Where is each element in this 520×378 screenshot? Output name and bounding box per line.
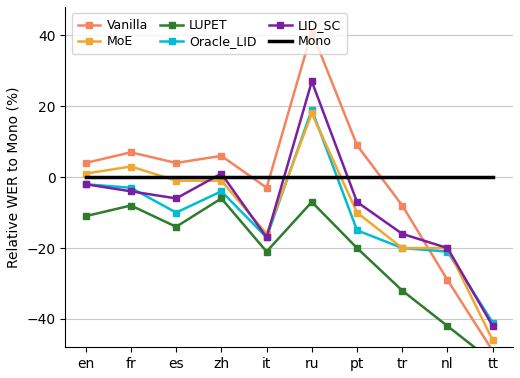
Oracle_LID <box>354 228 360 232</box>
LID_SC <box>354 200 360 204</box>
Vanilla <box>445 278 451 282</box>
MoE <box>399 246 406 250</box>
MoE <box>490 338 496 342</box>
MoE <box>83 171 89 176</box>
LUPET <box>264 249 270 254</box>
MoE <box>128 164 134 169</box>
MoE <box>264 232 270 236</box>
Oracle_LID <box>128 186 134 190</box>
LID_SC <box>173 196 179 201</box>
Legend: Vanilla, MoE, LUPET, Oracle_LID, LID_SC, Mono: Vanilla, MoE, LUPET, Oracle_LID, LID_SC,… <box>72 13 347 54</box>
LUPET <box>128 203 134 208</box>
Oracle_LID <box>83 182 89 186</box>
MoE <box>218 178 225 183</box>
LUPET <box>445 324 451 328</box>
LUPET <box>309 200 315 204</box>
Oracle_LID <box>445 249 451 254</box>
Mono <box>354 175 360 180</box>
Vanilla <box>490 349 496 353</box>
MoE <box>445 246 451 250</box>
Vanilla <box>264 186 270 190</box>
LUPET <box>490 359 496 364</box>
Mono <box>173 175 179 180</box>
LUPET <box>354 246 360 250</box>
Line: Vanilla: Vanilla <box>82 28 496 354</box>
Mono <box>399 175 406 180</box>
Line: MoE: MoE <box>82 110 496 344</box>
Line: LUPET: LUPET <box>82 195 496 365</box>
Y-axis label: Relative WER to Mono (%): Relative WER to Mono (%) <box>7 87 21 268</box>
Vanilla <box>83 161 89 165</box>
Oracle_LID <box>490 320 496 325</box>
LUPET <box>173 225 179 229</box>
LID_SC <box>264 235 270 240</box>
Mono <box>128 175 134 180</box>
LID_SC <box>83 182 89 186</box>
Oracle_LID <box>218 189 225 194</box>
Line: Oracle_LID: Oracle_LID <box>82 106 496 326</box>
LUPET <box>83 214 89 218</box>
Oracle_LID <box>173 210 179 215</box>
LID_SC <box>128 189 134 194</box>
Mono <box>490 175 496 180</box>
Vanilla <box>354 143 360 147</box>
LUPET <box>218 196 225 201</box>
Mono <box>445 175 451 180</box>
Vanilla <box>128 150 134 155</box>
Vanilla <box>218 153 225 158</box>
LID_SC <box>309 79 315 84</box>
LUPET <box>399 288 406 293</box>
Oracle_LID <box>264 235 270 240</box>
MoE <box>354 210 360 215</box>
Mono <box>264 175 270 180</box>
LID_SC <box>490 324 496 328</box>
Vanilla <box>173 161 179 165</box>
Oracle_LID <box>309 107 315 112</box>
Vanilla <box>309 29 315 34</box>
Mono <box>309 175 315 180</box>
Line: LID_SC: LID_SC <box>82 78 496 330</box>
LID_SC <box>399 232 406 236</box>
Mono <box>83 175 89 180</box>
LID_SC <box>218 171 225 176</box>
MoE <box>309 111 315 116</box>
Mono <box>218 175 225 180</box>
Oracle_LID <box>399 246 406 250</box>
LID_SC <box>445 246 451 250</box>
Vanilla <box>399 203 406 208</box>
MoE <box>173 178 179 183</box>
